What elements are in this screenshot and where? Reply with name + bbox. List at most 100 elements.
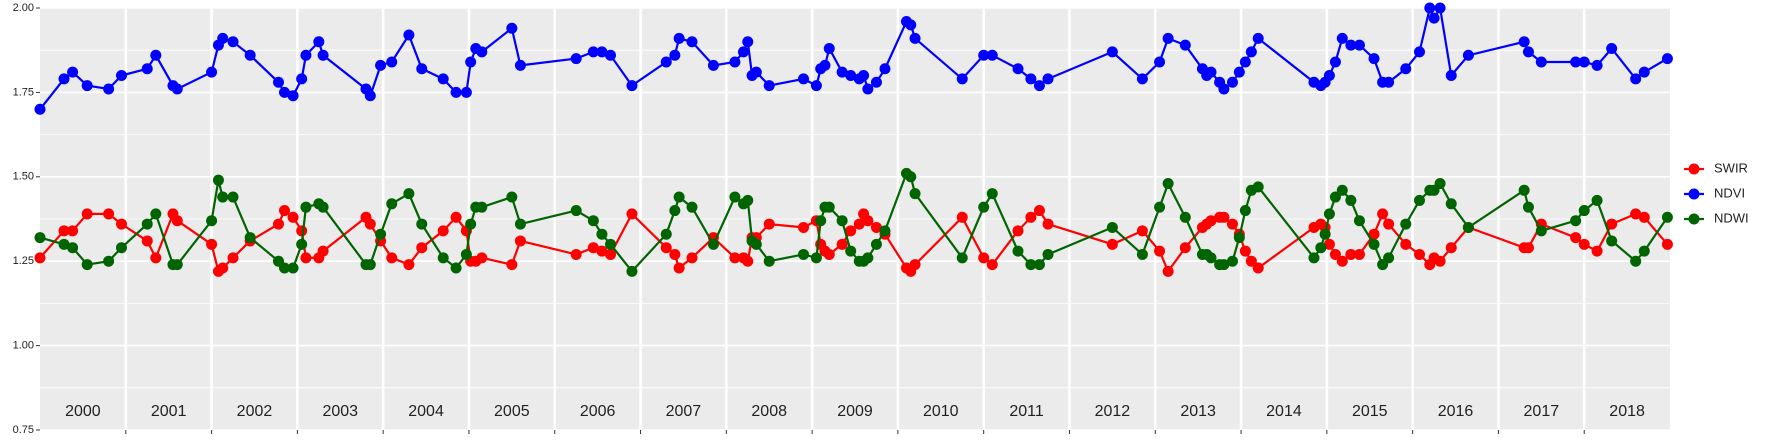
- data-point: [1518, 36, 1530, 48]
- data-point: [1638, 211, 1650, 223]
- data-point: [587, 46, 599, 58]
- year-label: 2005: [494, 403, 530, 420]
- data-point: [171, 215, 183, 227]
- data-point: [686, 201, 698, 213]
- data-point: [1606, 43, 1618, 55]
- data-point: [660, 56, 672, 68]
- data-point: [742, 255, 754, 267]
- data-point: [416, 218, 428, 230]
- data-point: [978, 49, 990, 61]
- data-point: [1578, 238, 1590, 250]
- data-point: [1033, 259, 1045, 271]
- data-point: [1578, 205, 1590, 217]
- data-point: [450, 211, 462, 223]
- data-point: [272, 218, 284, 230]
- data-point: [1424, 2, 1436, 14]
- data-point: [460, 86, 472, 98]
- data-point: [626, 208, 638, 220]
- data-point: [279, 205, 290, 217]
- data-point: [116, 242, 127, 254]
- data-point: [669, 49, 681, 61]
- data-point: [1413, 46, 1425, 58]
- data-point: [1630, 208, 1642, 220]
- data-point: [1336, 255, 1348, 267]
- data-point: [217, 32, 229, 44]
- data-point: [1218, 259, 1230, 271]
- data-point: [1033, 80, 1045, 92]
- year-label: 2000: [65, 403, 101, 420]
- data-point: [819, 59, 831, 71]
- data-point: [729, 56, 741, 68]
- data-point: [279, 262, 290, 274]
- data-point: [1179, 39, 1191, 51]
- data-point: [1570, 232, 1582, 244]
- data-point: [673, 191, 685, 203]
- data-point: [669, 205, 681, 217]
- data-point: [272, 76, 284, 88]
- data-point: [1154, 201, 1166, 213]
- data-point: [437, 225, 449, 237]
- data-point: [986, 188, 998, 200]
- data-point: [217, 262, 229, 274]
- data-point: [596, 46, 608, 58]
- data-point: [1591, 59, 1603, 71]
- data-point: [1323, 208, 1335, 220]
- data-point: [141, 235, 153, 247]
- data-point: [1462, 221, 1474, 233]
- data-point: [596, 245, 608, 257]
- data-point: [34, 103, 46, 115]
- data-point: [1136, 248, 1148, 260]
- data-point: [1012, 245, 1024, 257]
- data-point: [1383, 252, 1395, 264]
- data-point: [1434, 2, 1446, 14]
- legend-label: SWIR: [1714, 160, 1748, 175]
- data-point: [729, 191, 741, 203]
- data-point: [587, 215, 599, 227]
- data-point: [1245, 255, 1257, 267]
- data-point: [763, 80, 775, 92]
- data-point: [1345, 248, 1357, 260]
- data-point: [956, 252, 968, 264]
- year-label: 2001: [151, 403, 187, 420]
- data-point: [669, 248, 681, 260]
- data-point: [605, 248, 616, 260]
- data-point: [870, 76, 882, 88]
- data-point: [1226, 255, 1238, 267]
- data-point: [150, 208, 162, 220]
- data-point: [1434, 178, 1446, 190]
- data-point: [1042, 218, 1054, 230]
- data-point: [212, 174, 224, 186]
- y-tick-label: 1.00: [13, 340, 34, 352]
- data-point: [1462, 49, 1474, 61]
- data-point: [853, 218, 865, 230]
- data-point: [58, 73, 70, 85]
- data-point: [67, 225, 79, 237]
- data-point: [465, 56, 477, 68]
- data-point: [978, 201, 990, 213]
- data-point: [81, 80, 93, 92]
- data-point: [227, 252, 239, 264]
- data-point: [836, 215, 848, 227]
- data-point: [465, 218, 477, 230]
- data-point: [67, 66, 79, 78]
- year-label: 2018: [1609, 403, 1645, 420]
- data-point: [476, 46, 488, 58]
- data-point: [103, 83, 115, 95]
- data-point: [450, 262, 462, 274]
- data-point: [279, 86, 290, 98]
- data-point: [1368, 238, 1380, 250]
- data-point: [227, 191, 239, 203]
- data-point: [1434, 255, 1446, 267]
- data-point: [1329, 248, 1341, 260]
- data-point: [437, 252, 449, 264]
- data-point: [673, 32, 685, 44]
- data-point: [798, 221, 810, 233]
- data-point: [1106, 238, 1118, 250]
- data-point: [58, 225, 70, 237]
- y-tick-label: 0.75: [13, 424, 34, 436]
- data-point: [375, 59, 387, 71]
- data-point: [570, 205, 582, 217]
- data-point: [978, 252, 990, 264]
- data-point: [116, 70, 127, 82]
- data-point: [386, 252, 398, 264]
